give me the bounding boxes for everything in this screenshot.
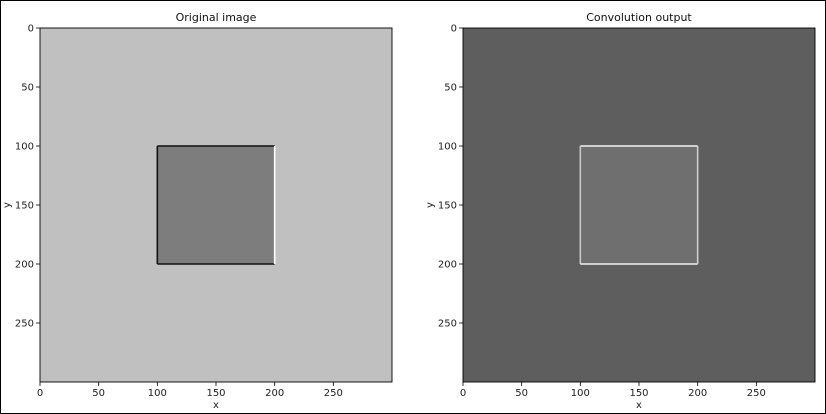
y-tick-label: 100: [15, 142, 34, 153]
y-tick-label: 150: [15, 201, 34, 212]
y-tick-label: 150: [438, 201, 457, 212]
x-tick-label: 250: [324, 388, 343, 399]
y-tick-label: 250: [438, 319, 457, 330]
x-tick-label: 100: [148, 388, 167, 399]
plot-panel-left: 0 50 100 150 200 250 0 50 100 150 200 250 Original i…: [2, 11, 393, 411]
y-tick-label: 0: [451, 24, 457, 35]
y-axis-label: y: [2, 202, 13, 208]
y-tick-label: 0: [28, 24, 34, 35]
x-tick-label: 100: [571, 388, 590, 399]
image-region-square: [580, 146, 698, 264]
y-tick-label: 100: [438, 142, 457, 153]
y-tick-label: 50: [444, 83, 457, 94]
y-tick-label: 50: [21, 83, 34, 94]
x-tick-label: 150: [629, 388, 648, 399]
x-tick-label: 200: [265, 388, 284, 399]
plot-panel-right: 0 50 100 150 200 250 0 50 100 150 200 250 Convolutio…: [425, 11, 816, 411]
y-axis-label: y: [425, 202, 436, 208]
x-tick-label: 150: [206, 388, 225, 399]
chart-title: Convolution output: [586, 11, 692, 24]
x-tick-label: 50: [515, 388, 528, 399]
x-tick-label: 0: [37, 388, 43, 399]
x-axis-label: x: [636, 400, 642, 411]
x-tick-label: 200: [688, 388, 707, 399]
image-region-square: [157, 146, 275, 264]
x-tick-label: 50: [92, 388, 105, 399]
y-tick-label: 200: [438, 260, 457, 271]
x-tick-label: 250: [747, 388, 766, 399]
chart-title: Original image: [176, 11, 257, 24]
x-axis-label: x: [213, 400, 219, 411]
y-tick-label: 200: [15, 260, 34, 271]
y-tick-label: 250: [15, 319, 34, 330]
x-tick-label: 0: [460, 388, 466, 399]
